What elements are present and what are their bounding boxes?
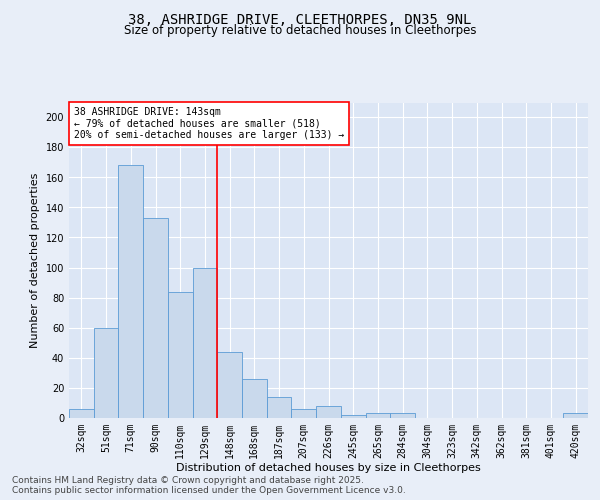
- Bar: [390, 413, 415, 418]
- Y-axis label: Number of detached properties: Number of detached properties: [30, 172, 40, 348]
- Bar: [316, 406, 341, 417]
- Bar: [563, 413, 588, 418]
- Bar: [168, 292, 193, 418]
- Bar: [292, 408, 316, 418]
- Bar: [242, 378, 267, 418]
- Bar: [217, 352, 242, 418]
- Bar: [118, 166, 143, 418]
- Bar: [267, 396, 292, 417]
- X-axis label: Distribution of detached houses by size in Cleethorpes: Distribution of detached houses by size …: [176, 463, 481, 473]
- Bar: [365, 413, 390, 418]
- Bar: [193, 268, 217, 418]
- Bar: [143, 218, 168, 418]
- Text: Contains HM Land Registry data © Crown copyright and database right 2025.
Contai: Contains HM Land Registry data © Crown c…: [12, 476, 406, 495]
- Text: 38, ASHRIDGE DRIVE, CLEETHORPES, DN35 9NL: 38, ASHRIDGE DRIVE, CLEETHORPES, DN35 9N…: [128, 12, 472, 26]
- Text: 38 ASHRIDGE DRIVE: 143sqm
← 79% of detached houses are smaller (518)
20% of semi: 38 ASHRIDGE DRIVE: 143sqm ← 79% of detac…: [74, 107, 344, 140]
- Bar: [69, 408, 94, 418]
- Bar: [94, 328, 118, 418]
- Bar: [341, 414, 365, 418]
- Text: Size of property relative to detached houses in Cleethorpes: Size of property relative to detached ho…: [124, 24, 476, 37]
